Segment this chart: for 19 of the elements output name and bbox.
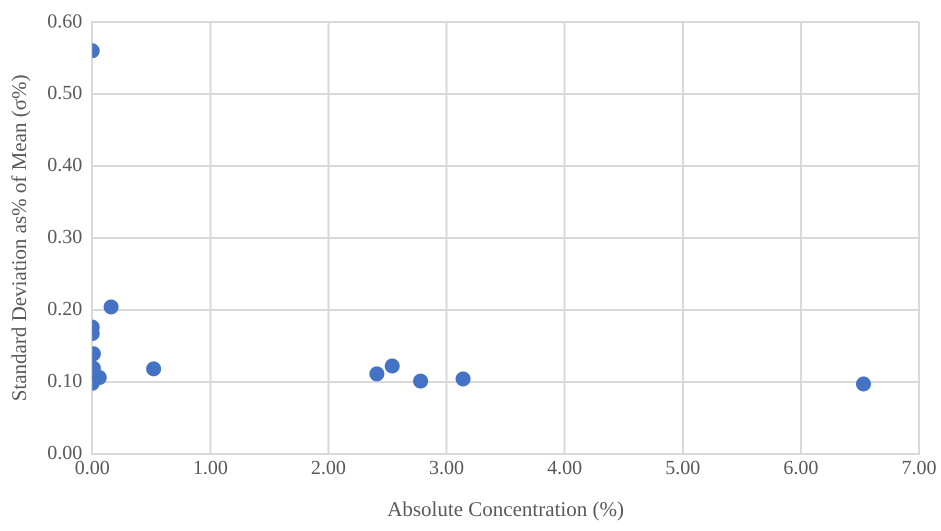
point bbox=[456, 371, 471, 386]
x-tick-label: 7.00 bbox=[902, 457, 936, 480]
y-tick-label: 0.40 bbox=[47, 154, 82, 176]
y-tick-label: 0.10 bbox=[47, 370, 82, 392]
point bbox=[369, 366, 384, 382]
y-axis-title: Standard Deviation as% of Mean (σ%) bbox=[7, 74, 32, 402]
x-tick-label: 6.00 bbox=[783, 457, 818, 480]
y-tick-label: 0.50 bbox=[47, 82, 82, 104]
point bbox=[413, 374, 428, 389]
x-tick-label: 3.00 bbox=[429, 457, 464, 480]
x-tick-label: 1.00 bbox=[192, 457, 228, 480]
y-tick-label: 0.60 bbox=[47, 10, 82, 32]
x-tick-label: 5.00 bbox=[665, 457, 700, 480]
y-tick-label: 0.20 bbox=[47, 298, 82, 320]
x-axis-title: Absolute Concentration (%) bbox=[387, 496, 624, 521]
y-tick-label: 0.30 bbox=[47, 226, 82, 248]
x-tick-label: 2.00 bbox=[310, 457, 346, 480]
point bbox=[384, 358, 400, 374]
x-tick-label: 4.00 bbox=[547, 457, 582, 480]
